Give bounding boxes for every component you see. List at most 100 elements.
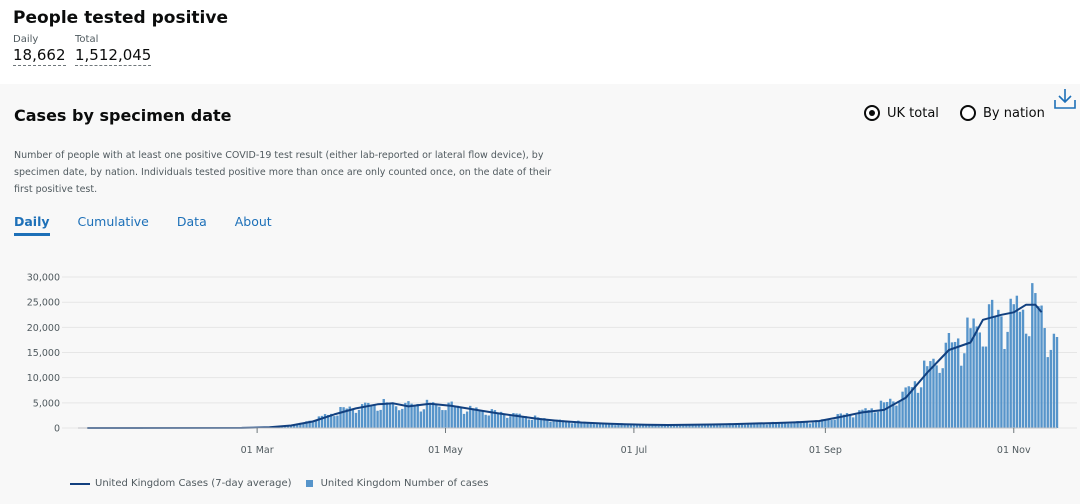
daily-bar (907, 386, 910, 428)
daily-bar (666, 424, 670, 428)
daily-bar (932, 358, 935, 428)
daily-bar (515, 413, 518, 428)
daily-bar (818, 420, 821, 428)
daily-bar (623, 423, 626, 428)
daily-bar (691, 424, 694, 428)
daily-bar (682, 425, 685, 428)
daily-bar (549, 421, 552, 428)
daily-bar (731, 423, 734, 428)
daily-bar (836, 414, 839, 428)
daily-bar (771, 421, 775, 428)
download-icon[interactable] (1053, 86, 1077, 110)
daily-bar (759, 423, 762, 428)
daily-bar (586, 422, 589, 428)
chart-tabs: Daily Cumulative Data About (14, 214, 300, 236)
daily-bar (308, 420, 311, 428)
daily-bar (323, 414, 327, 428)
daily-bar (780, 422, 784, 428)
daily-bar (935, 365, 938, 428)
daily-bar (1028, 336, 1031, 428)
daily-bar (901, 391, 904, 428)
metric-total-value[interactable]: 1,512,045 (75, 46, 152, 66)
y-tick-label: 0 (54, 424, 60, 435)
daily-bar (484, 414, 487, 428)
daily-bar (1024, 333, 1028, 428)
daily-bar (984, 346, 988, 428)
daily-bar (879, 400, 883, 428)
daily-bar (419, 411, 422, 428)
daily-bar (289, 425, 293, 428)
radio-by-nation-label[interactable]: By nation (983, 105, 1045, 121)
daily-bar (469, 405, 472, 428)
daily-bar (583, 421, 586, 428)
tab-about[interactable]: About (234, 214, 272, 229)
daily-bar (669, 424, 673, 428)
card-title: Cases by specimen date (14, 106, 232, 125)
daily-bar (784, 422, 787, 428)
daily-bar (969, 328, 972, 428)
daily-bar (604, 423, 608, 428)
daily-bar (589, 423, 592, 428)
radio-by-nation[interactable]: By nation (960, 105, 1045, 121)
daily-bar (342, 407, 345, 428)
daily-bar (336, 415, 339, 428)
tab-cumulative[interactable]: Cumulative (77, 214, 149, 229)
daily-bar (1043, 328, 1046, 428)
daily-bar (802, 421, 805, 428)
x-tick-label: 01 Jul (621, 445, 648, 456)
metric-daily-value[interactable]: 18,662 (13, 46, 66, 66)
daily-bar (401, 408, 404, 428)
daily-bar (651, 424, 654, 428)
radio-uk-total[interactable]: UK total (864, 105, 939, 121)
daily-bar (620, 423, 623, 428)
daily-bar (509, 416, 512, 428)
daily-bar (450, 401, 453, 428)
daily-bar (944, 342, 948, 428)
daily-bar (679, 425, 682, 428)
daily-bar (345, 408, 348, 428)
daily-bar (941, 368, 944, 428)
daily-bar (648, 424, 651, 428)
daily-bar (435, 403, 438, 428)
daily-bar (518, 413, 521, 428)
daily-bar (382, 398, 385, 428)
daily-bar (397, 410, 401, 428)
daily-bar (607, 423, 611, 428)
daily-bar (567, 421, 571, 428)
daily-bar (997, 309, 1000, 428)
daily-bar (709, 424, 713, 428)
radio-uk-total-label[interactable]: UK total (887, 105, 939, 121)
x-tick-label: 01 May (428, 445, 463, 456)
daily-bar (1037, 306, 1040, 428)
daily-bar (493, 410, 497, 428)
daily-bar (536, 417, 540, 428)
daily-bar (296, 423, 299, 428)
tab-data[interactable]: Data (176, 214, 207, 229)
daily-bar (672, 425, 676, 428)
daily-bar (947, 332, 951, 428)
daily-bar (882, 402, 886, 428)
daily-bar (919, 387, 923, 428)
daily-bar (895, 405, 898, 428)
daily-bar (728, 423, 731, 428)
daily-bar (926, 366, 929, 428)
daily-bar (808, 423, 812, 428)
radio-uk-total-circle[interactable] (864, 105, 880, 121)
daily-bar (688, 424, 691, 428)
daily-bar (391, 402, 395, 428)
daily-bar (892, 401, 895, 428)
daily-bar (561, 420, 565, 428)
daily-bar (487, 415, 490, 428)
daily-bar (351, 408, 355, 428)
daily-bar (638, 425, 642, 428)
daily-bar (814, 420, 818, 428)
tab-daily[interactable]: Daily (14, 214, 50, 236)
daily-bar (552, 421, 555, 428)
daily-bar (490, 409, 494, 428)
daily-bar (564, 421, 568, 428)
daily-bar (861, 409, 864, 428)
radio-by-nation-circle[interactable] (960, 105, 976, 121)
daily-bar (753, 422, 756, 428)
daily-bar (422, 409, 426, 428)
legend-avg-label: United Kingdom Cases (7-day average) (95, 478, 292, 489)
